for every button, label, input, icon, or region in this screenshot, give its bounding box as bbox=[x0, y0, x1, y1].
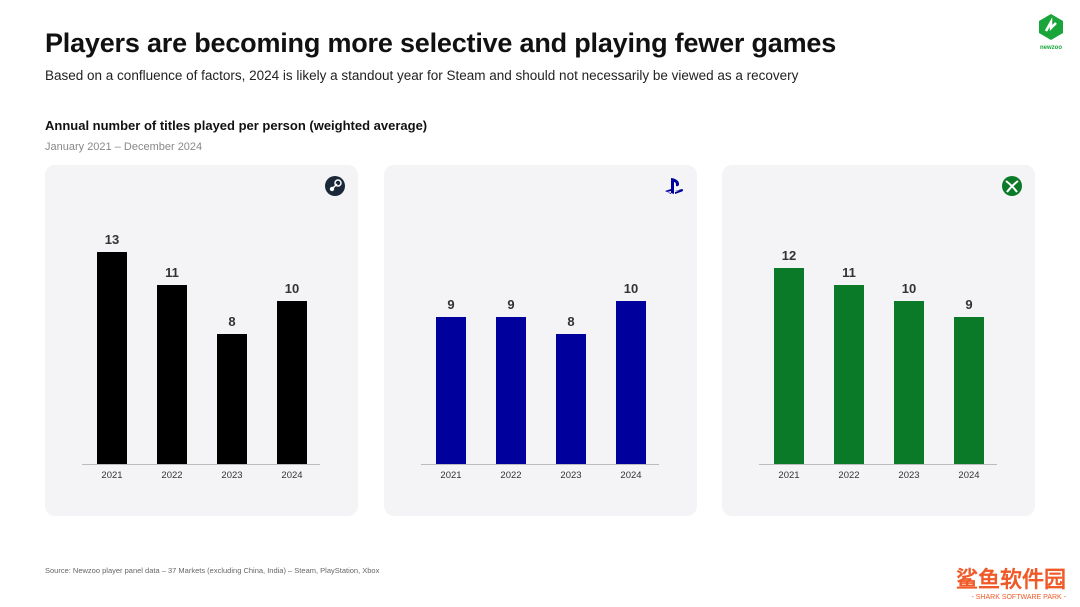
page-title: Players are becoming more selective and … bbox=[45, 28, 837, 58]
watermark-text: 鲨鱼软件园 bbox=[955, 567, 1066, 592]
bar-2024 bbox=[954, 317, 984, 464]
x-tick-label: 2022 bbox=[161, 470, 183, 481]
x-axis-line bbox=[82, 464, 320, 465]
bar-2021 bbox=[436, 317, 466, 464]
bar-2022 bbox=[834, 284, 864, 464]
data-label: 10 bbox=[901, 281, 917, 296]
steam-icon bbox=[325, 176, 345, 196]
bar-2022 bbox=[496, 317, 526, 464]
data-label: 11 bbox=[842, 264, 856, 280]
x-tick-label: 2023 bbox=[560, 470, 582, 481]
newzoo-logo: newzoo bbox=[1036, 14, 1066, 51]
data-label: 13 bbox=[104, 232, 120, 248]
data-label: 10 bbox=[623, 281, 639, 296]
bar-2024 bbox=[616, 301, 646, 464]
xbox-chart-panel: 12 2021 11 2022 10 2023 9 2024 bbox=[722, 165, 1035, 516]
bar-2023 bbox=[217, 333, 247, 464]
data-label: 12 bbox=[781, 248, 797, 264]
watermark-subtext: - SHARK SOFTWARE PARK - bbox=[971, 594, 1066, 601]
bar-2023 bbox=[894, 301, 924, 464]
data-label: 11 bbox=[165, 264, 179, 280]
chart-title: Annual number of titles played per perso… bbox=[45, 118, 428, 133]
bar-2023 bbox=[556, 333, 586, 464]
bar-2021 bbox=[97, 252, 127, 464]
newzoo-logo-icon bbox=[1039, 14, 1063, 40]
x-tick-label: 2022 bbox=[838, 470, 860, 481]
source-note: Source: Newzoo player panel data – 37 Ma… bbox=[45, 566, 380, 575]
bar-2024 bbox=[277, 301, 307, 464]
x-tick-label: 2024 bbox=[958, 470, 980, 481]
steam-chart-panel: 13 2021 11 2022 8 2023 10 2024 bbox=[45, 165, 358, 516]
x-tick-label: 2024 bbox=[281, 470, 303, 481]
data-label: 10 bbox=[284, 281, 300, 296]
watermark: 鲨鱼软件园 - SHARK SOFTWARE PARK - bbox=[956, 562, 1066, 601]
data-label: 9 bbox=[447, 297, 455, 313]
chart-date-range: January 2021 – December 2024 bbox=[45, 141, 203, 153]
newzoo-logo-text: newzoo bbox=[1040, 45, 1062, 51]
x-tick-label: 2022 bbox=[500, 470, 522, 481]
bar-2022 bbox=[157, 284, 187, 464]
data-label: 9 bbox=[965, 297, 973, 313]
xbox-icon bbox=[1002, 176, 1022, 196]
playstation-icon bbox=[665, 178, 684, 194]
data-label: 8 bbox=[567, 313, 575, 329]
x-axis-line bbox=[759, 464, 997, 465]
x-axis-line bbox=[421, 464, 659, 465]
x-tick-label: 2023 bbox=[898, 470, 920, 481]
playstation-chart-panel: 9 2021 9 2022 8 2023 10 2024 bbox=[384, 165, 697, 516]
bar-2021 bbox=[774, 268, 804, 464]
x-tick-label: 2024 bbox=[620, 470, 642, 481]
page-subtitle: Based on a confluence of factors, 2024 i… bbox=[45, 68, 799, 83]
x-tick-label: 2021 bbox=[778, 470, 800, 481]
x-tick-label: 2021 bbox=[440, 470, 462, 481]
data-label: 8 bbox=[228, 313, 236, 329]
data-label: 9 bbox=[507, 297, 515, 313]
x-tick-label: 2023 bbox=[221, 470, 243, 481]
x-tick-label: 2021 bbox=[101, 470, 123, 481]
